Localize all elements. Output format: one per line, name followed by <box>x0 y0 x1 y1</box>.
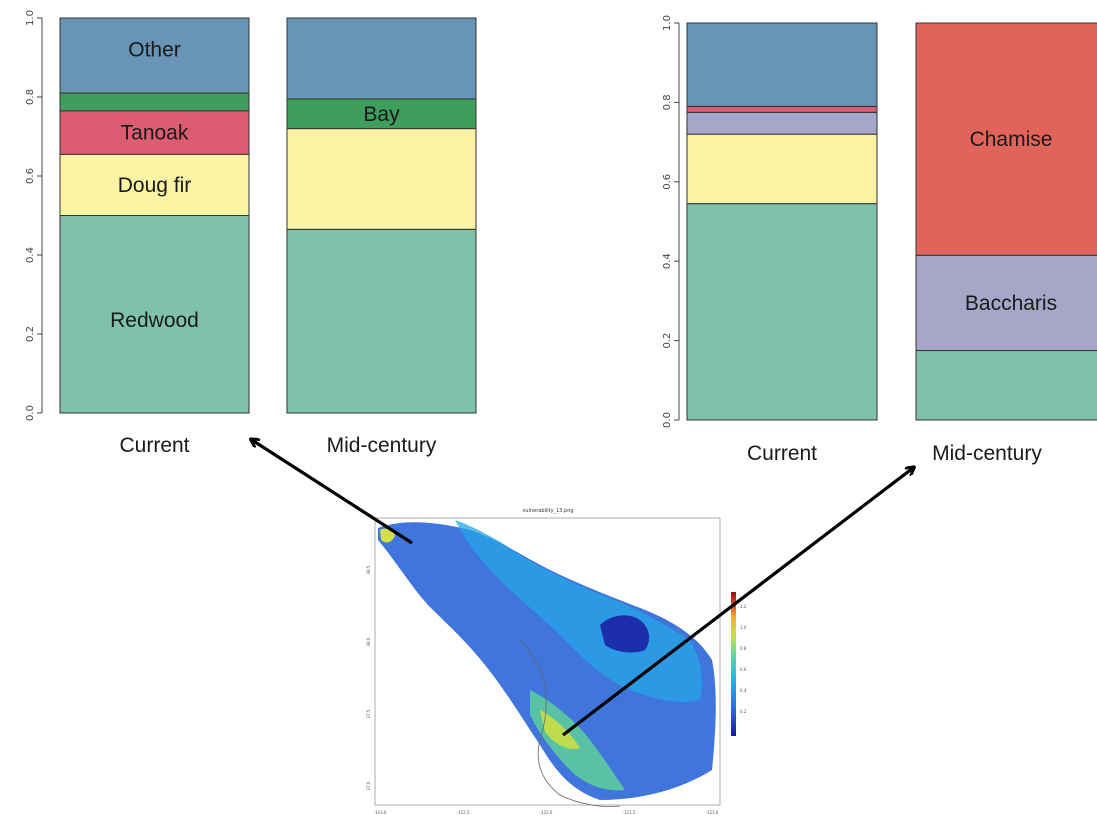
map-y-tick-label: 38.5 <box>366 565 371 574</box>
right-category-label-mid-century: Mid-century <box>932 442 1042 465</box>
map-x-tick-label: -121.0 <box>706 810 719 815</box>
map-region-northwest-yellow <box>380 528 395 543</box>
left-y-axis: 0.0 0.2 0.4 0.6 0.8 1.0 <box>25 10 43 421</box>
left-stacked-bar-chart: 0.0 0.2 0.4 0.6 0.8 1.0 Redwood Doug fir Tanoak… <box>25 10 477 457</box>
map-region-yellow <box>540 710 580 750</box>
left-bar-mid-century-segment-redwood <box>286 228 477 414</box>
left-segment-label-other: Other <box>128 39 181 62</box>
right-y-tick-label: 0.8 <box>662 94 673 110</box>
map-y-tick-label: 38.0 <box>366 637 371 646</box>
map-x-tick-label: -122.0 <box>540 810 553 815</box>
map-x-ticks: -123.0 -122.5 -122.0 -121.5 -121.0 <box>374 810 719 815</box>
right-stacked-bar-chart: 0.0 0.2 0.4 0.6 0.8 1.0 Baccharis Chamise Curr… <box>662 15 1097 465</box>
left-y-tick-label: 0.6 <box>25 168 36 184</box>
left-segment-label-tanoak: Tanoak <box>121 122 189 145</box>
map-y-tick-label: 37.5 <box>366 709 371 718</box>
map-colorbar-ticks: 1.2 1.0 0.8 0.6 0.4 0.2 <box>740 604 747 714</box>
map-bay-outline <box>519 639 621 807</box>
left-y-tick-label: 1.0 <box>25 10 36 26</box>
left-segment-label-doug-fir: Doug fir <box>118 174 192 197</box>
map-y-ticks: 38.5 38.0 37.5 37.0 <box>366 565 371 790</box>
map-x-tick-label: -122.5 <box>457 810 470 815</box>
right-segment-label-chamise: Chamise <box>970 128 1053 151</box>
left-y-tick-label: 0.2 <box>25 326 36 342</box>
right-y-tick-label: 0.6 <box>662 174 673 190</box>
left-bar-current-segment-tanoak <box>59 110 250 155</box>
map-title: vulnerability_13.png <box>522 508 573 514</box>
right-y-tick-label: 1.0 <box>662 15 673 31</box>
left-bar-mid-century-segment-doug-fir <box>286 128 477 230</box>
left-segment-labels: Redwood Doug fir Tanoak Other Bay <box>110 39 400 333</box>
right-y-axis: 0.0 0.2 0.4 0.6 0.8 1.0 <box>662 15 680 428</box>
arrow-to-left-chart <box>252 440 413 545</box>
right-bar-mid-century-segment-baccharis <box>915 254 1097 352</box>
left-y-tick-label: 0.4 <box>25 247 36 263</box>
left-bar-current-segment-other <box>59 17 250 94</box>
map-x-tick-label: -121.5 <box>623 810 636 815</box>
left-y-tick-label: 0.8 <box>25 89 36 105</box>
left-bar-current-segment-redwood <box>59 215 250 414</box>
map-colorbar-tick-label: 1.2 <box>740 604 747 609</box>
right-segment-label-baccharis: Baccharis <box>965 292 1057 315</box>
map-region-dark <box>600 615 650 653</box>
left-segment-label-bay: Bay <box>363 103 400 126</box>
right-y-tick-label: 0.4 <box>662 253 673 269</box>
left-bar-current-segment-doug-fir <box>59 153 250 216</box>
right-bars <box>686 22 1097 421</box>
left-bars <box>59 17 477 414</box>
map-colorbar-tick-label: 0.6 <box>740 667 747 672</box>
left-category-label-current: Current <box>119 434 189 457</box>
left-bar-current-segment-bay <box>59 92 250 112</box>
left-bar-mid-century-segment-other <box>286 17 477 100</box>
right-bar-current-segment <box>686 203 878 421</box>
right-bar-mid-century-segment-chamise <box>915 22 1097 256</box>
map-region-blue <box>378 522 716 800</box>
right-y-tick-label: 0.0 <box>662 412 673 428</box>
map-colorbar <box>731 592 736 736</box>
right-segment-labels: Baccharis Chamise <box>965 128 1057 315</box>
vulnerability-map: vulnerability_13.png -123.0 -122.5 -122.0-… <box>366 508 747 815</box>
map-y-tick-label: 37.0 <box>366 781 371 790</box>
right-category-label-current: Current <box>747 442 817 465</box>
right-bar-current-segment <box>686 22 878 107</box>
right-y-tick-label: 0.2 <box>662 333 673 349</box>
map-region-cyan <box>455 520 702 702</box>
arrow-to-right-chart <box>562 468 913 737</box>
right-bar-current-segment <box>686 105 878 113</box>
right-bar-mid-century-segment <box>915 350 1097 421</box>
map-colorbar-tick-label: 0.2 <box>740 709 747 714</box>
map-x-tick-label: -123.0 <box>374 810 387 815</box>
right-bar-current-segment <box>686 133 878 205</box>
left-category-labels: Current Mid-century <box>119 434 436 457</box>
map-region-green <box>530 690 625 791</box>
map-colorbar-tick-label: 0.4 <box>740 688 747 693</box>
map-colorbar-tick-label: 0.8 <box>740 646 747 651</box>
left-bar-mid-century-segment-bay <box>286 98 477 130</box>
right-bar-current-segment-baccharis <box>686 111 878 135</box>
right-category-labels: Current Mid-century <box>747 442 1042 465</box>
map-colorbar-tick-label: 1.0 <box>740 625 747 630</box>
left-y-tick-label: 0.0 <box>25 405 36 421</box>
left-segment-label-redwood: Redwood <box>110 309 199 332</box>
left-category-label-mid-century: Mid-century <box>327 434 437 457</box>
